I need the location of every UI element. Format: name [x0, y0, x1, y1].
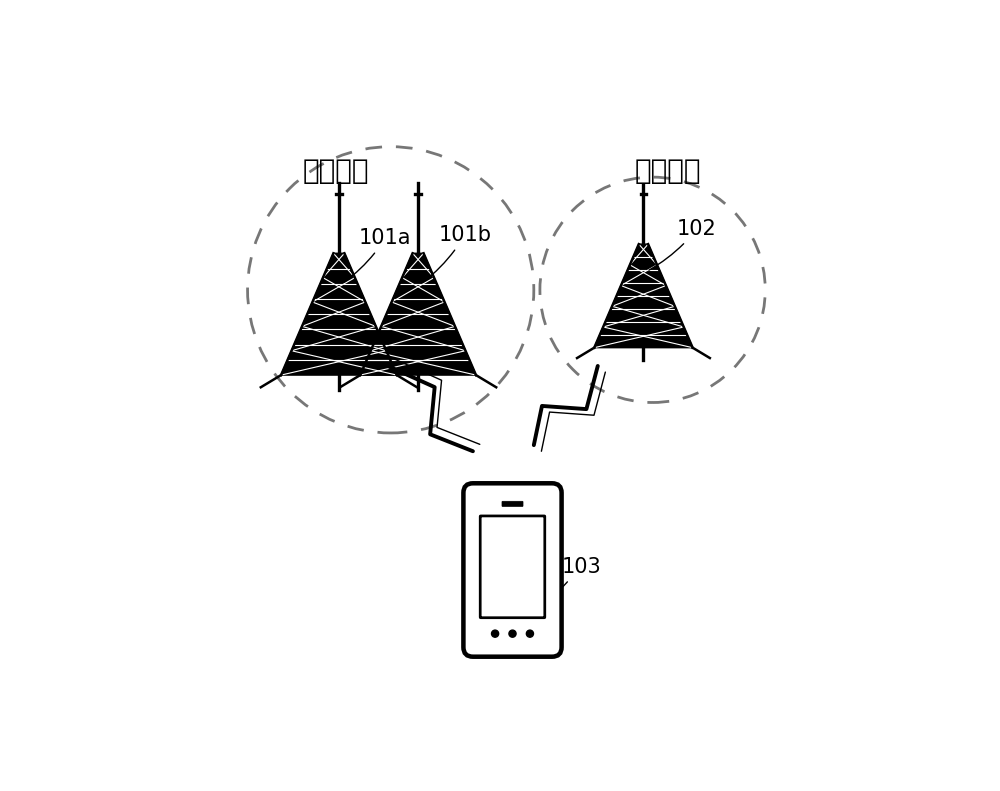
Polygon shape	[281, 253, 397, 375]
Polygon shape	[360, 253, 476, 375]
Circle shape	[509, 630, 516, 638]
FancyBboxPatch shape	[502, 501, 523, 506]
Circle shape	[492, 630, 499, 638]
Text: 101b: 101b	[423, 225, 491, 282]
Text: 101a: 101a	[344, 228, 412, 282]
Text: 第二网络: 第二网络	[635, 157, 701, 185]
Circle shape	[526, 630, 533, 638]
Polygon shape	[594, 244, 693, 348]
Text: 第一网络: 第一网络	[303, 157, 369, 185]
FancyBboxPatch shape	[480, 516, 545, 618]
Text: 103: 103	[544, 557, 601, 607]
Text: 102: 102	[649, 219, 717, 271]
FancyBboxPatch shape	[463, 483, 562, 657]
